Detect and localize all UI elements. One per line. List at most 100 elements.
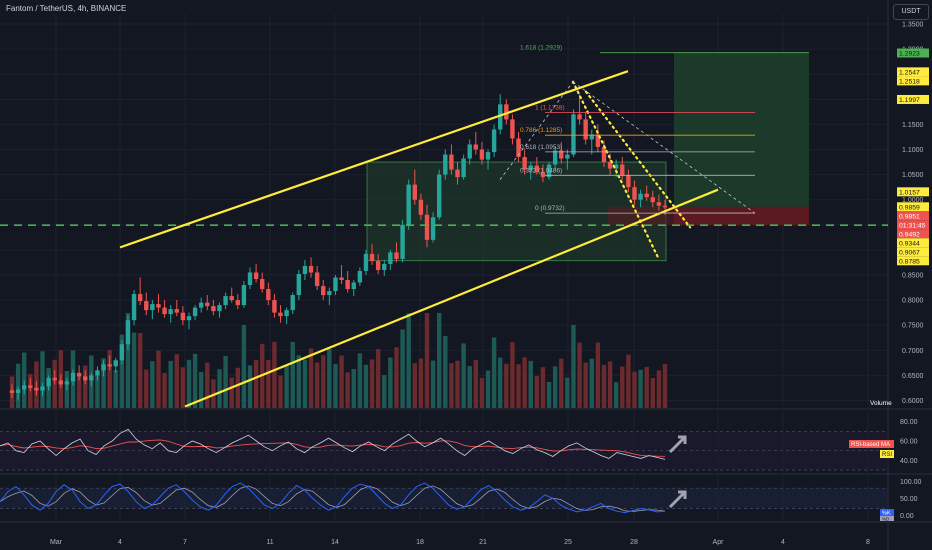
target-zone bbox=[674, 52, 809, 207]
candle-body bbox=[95, 370, 100, 376]
volume-bar bbox=[522, 357, 527, 408]
chart-title: Fantom / TetherUS, 4h, BINANCE bbox=[6, 4, 127, 13]
x-tick-label: 4 bbox=[781, 539, 785, 546]
candle-body bbox=[247, 272, 253, 286]
volume-bar bbox=[546, 381, 552, 408]
volume-label: Volume bbox=[870, 400, 892, 407]
volume-bar bbox=[150, 361, 155, 408]
price-label: 0.9492 bbox=[899, 231, 920, 238]
volume-bar bbox=[504, 363, 509, 408]
entry-zone bbox=[608, 206, 674, 226]
candle-body bbox=[626, 175, 631, 188]
price-label: 1.0157 bbox=[899, 189, 920, 196]
volume-bar bbox=[565, 377, 570, 408]
x-tick-label: 28 bbox=[630, 539, 638, 546]
volume-bar bbox=[229, 377, 234, 408]
volume-bar bbox=[394, 347, 399, 408]
candle-body bbox=[229, 296, 234, 301]
stoch-band bbox=[0, 488, 888, 509]
candle-body bbox=[253, 272, 259, 280]
volume-bar bbox=[430, 360, 436, 408]
y-tick-label: 0.7500 bbox=[902, 323, 924, 330]
price-label: 1.2518 bbox=[899, 78, 920, 85]
price-label-bg bbox=[897, 220, 929, 230]
candle-body bbox=[436, 174, 442, 218]
candle-body bbox=[314, 272, 320, 287]
volume-bar bbox=[76, 375, 82, 408]
candle-body bbox=[473, 144, 479, 150]
x-tick-label: Apr bbox=[713, 539, 725, 546]
candle-body bbox=[528, 165, 533, 170]
candle-body bbox=[131, 294, 137, 321]
candle-body bbox=[498, 104, 503, 130]
x-tick-label: 14 bbox=[331, 539, 339, 546]
candle-body bbox=[107, 364, 112, 367]
candle-body bbox=[644, 193, 649, 198]
price-label: 1.2923 bbox=[899, 50, 920, 57]
candle-body bbox=[620, 164, 625, 176]
candle-body bbox=[632, 187, 637, 200]
volume-bar bbox=[620, 366, 625, 408]
volume-bar bbox=[400, 329, 405, 408]
rsi-label: RSI bbox=[882, 452, 892, 458]
volume-bar bbox=[247, 365, 253, 408]
volume-bar bbox=[638, 369, 643, 408]
fib-diag-2 bbox=[499, 81, 574, 180]
volume-bar bbox=[388, 357, 393, 408]
volume-bar bbox=[223, 355, 228, 408]
volume-bar bbox=[461, 343, 466, 408]
volume-bar bbox=[186, 359, 192, 408]
candle-body bbox=[485, 152, 491, 160]
candle-body bbox=[589, 134, 594, 140]
candle-body bbox=[28, 385, 33, 388]
volume-bar bbox=[559, 358, 564, 408]
candle-body bbox=[168, 309, 173, 315]
candle-body bbox=[534, 165, 540, 173]
candle-body bbox=[125, 320, 131, 345]
volume-bar bbox=[144, 369, 149, 408]
candle-body bbox=[174, 309, 179, 313]
candle-body bbox=[296, 273, 302, 296]
volume-bar bbox=[308, 348, 314, 408]
candle-body bbox=[241, 285, 247, 306]
rsi-ma-tag bbox=[849, 440, 894, 448]
volume-bar bbox=[363, 364, 369, 408]
candle-body bbox=[583, 119, 588, 140]
fib-level-label: 0.618 (1.0953) bbox=[520, 144, 562, 151]
price-label-bg bbox=[897, 202, 929, 212]
volume-bar bbox=[137, 332, 143, 408]
candle-body bbox=[510, 119, 515, 139]
volume-bar bbox=[607, 361, 613, 408]
volume-bar bbox=[632, 371, 637, 408]
volume-bar bbox=[266, 359, 271, 408]
volume-bar bbox=[272, 341, 277, 408]
candle-body bbox=[565, 154, 570, 159]
rsi-tick-label: 40.00 bbox=[900, 458, 918, 465]
candle-body bbox=[144, 301, 149, 311]
candle-body bbox=[15, 389, 21, 393]
candle-body bbox=[571, 114, 576, 155]
volume-bar bbox=[382, 375, 387, 408]
x-tick-label: 25 bbox=[564, 539, 572, 546]
candle-body bbox=[363, 253, 369, 271]
volume-bar bbox=[534, 375, 540, 408]
currency-button[interactable]: USDT bbox=[893, 4, 929, 20]
volume-bar bbox=[101, 358, 106, 408]
candle-body bbox=[284, 310, 289, 317]
volume-bar bbox=[339, 355, 344, 408]
volume-bar bbox=[40, 351, 45, 408]
volume-bar bbox=[253, 359, 259, 408]
stoch-d-label: %D bbox=[882, 517, 890, 522]
volume-bar bbox=[613, 382, 619, 408]
x-tick-label: 4 bbox=[118, 539, 122, 546]
candle-body bbox=[424, 214, 430, 240]
volume-bar bbox=[302, 359, 308, 408]
candle-body bbox=[278, 312, 283, 317]
price-label-bg bbox=[897, 94, 929, 104]
candle-body bbox=[235, 300, 241, 306]
volume-bar bbox=[662, 364, 668, 408]
rsi-line bbox=[0, 428, 666, 460]
price-label: 0.9851 bbox=[899, 213, 920, 220]
candle-body bbox=[546, 164, 552, 178]
